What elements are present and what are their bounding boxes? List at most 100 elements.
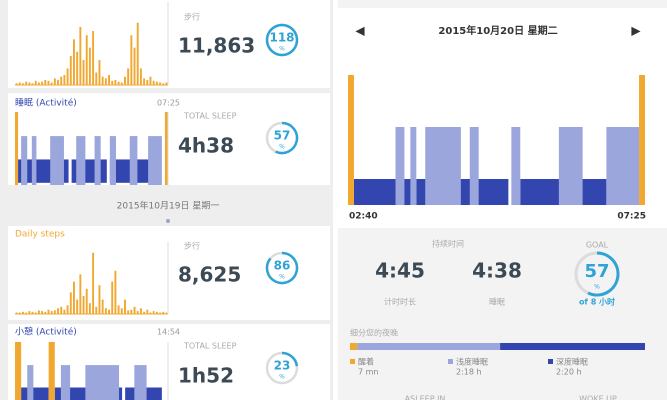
- step-bar: [155, 311, 158, 314]
- step-bar: [133, 306, 136, 314]
- step-bar: [127, 310, 130, 314]
- light-segment: [134, 365, 147, 400]
- stat-value: 4:38: [472, 259, 522, 283]
- light-segment: [27, 365, 34, 400]
- step-bar: [88, 303, 91, 314]
- step-bar: [76, 299, 79, 314]
- step-bar: [25, 312, 28, 314]
- duration-title: 持续时间: [432, 239, 464, 249]
- step-bar: [124, 76, 126, 85]
- card-title: 小憩 (Activité): [15, 326, 77, 338]
- step-bar: [34, 312, 37, 314]
- step-bar: [76, 51, 79, 85]
- step-bar: [149, 312, 152, 314]
- step-bar: [159, 312, 161, 314]
- step-bar: [31, 83, 34, 85]
- deep-segment: [21, 387, 49, 400]
- step-bar: [85, 35, 88, 85]
- step-bar: [85, 288, 88, 314]
- card-value: 1h52: [178, 364, 234, 388]
- light-segment: [511, 127, 521, 205]
- light-segment: [558, 127, 583, 205]
- ring-value: 57: [584, 261, 609, 282]
- breakdown-segment: [357, 343, 501, 350]
- detail-date: 2015年10月20日 星期二: [438, 24, 557, 37]
- step-bar: [117, 305, 120, 314]
- step-bar: [79, 274, 82, 314]
- step-bar: [82, 60, 85, 85]
- step-bar: [18, 82, 21, 85]
- ring-value: 23: [274, 359, 291, 373]
- step-bar: [22, 83, 24, 85]
- step-bar: [41, 311, 44, 314]
- step-bar: [162, 311, 165, 314]
- step-bar: [114, 80, 117, 85]
- legend-swatch: [350, 359, 355, 364]
- step-bar: [146, 80, 149, 85]
- step-bar: [104, 308, 107, 314]
- step-bar: [28, 82, 31, 85]
- awake-segment: [48, 342, 55, 400]
- step-bar: [37, 82, 40, 85]
- step-bar: [130, 309, 133, 314]
- prev-button[interactable]: ◀: [355, 24, 365, 38]
- step-bar: [25, 81, 28, 85]
- step-bar: [18, 312, 21, 314]
- stat-label: 睡眠: [489, 298, 505, 307]
- step-bar: [120, 308, 123, 314]
- step-bar: [95, 72, 98, 85]
- card-label: TOTAL SLEEP: [183, 112, 237, 121]
- bottom-label: WOKE UP: [579, 395, 617, 400]
- start-time: 02:40: [349, 212, 378, 222]
- card-title: 睡眠 (Activité): [15, 97, 77, 109]
- card: [8, 0, 330, 88]
- step-bar: [111, 80, 114, 85]
- step-bar: [50, 82, 53, 85]
- step-bar: [165, 82, 168, 85]
- ring-arc: [275, 121, 299, 155]
- light-segment: [31, 136, 37, 185]
- step-bar: [127, 68, 130, 85]
- ring-value: 57: [274, 129, 291, 143]
- step-bar: [149, 76, 152, 85]
- step-bar: [50, 311, 53, 314]
- step-bar: [22, 311, 24, 314]
- card-time: 07:25: [157, 99, 180, 108]
- step-bar: [111, 281, 114, 314]
- legend-value: 7 mn: [358, 368, 379, 377]
- step-bar: [53, 310, 56, 314]
- bottom-label: ASLEEP IN: [405, 395, 446, 400]
- breakdown-segment: [350, 343, 358, 350]
- next-button[interactable]: ▶: [631, 24, 641, 38]
- light-segment: [85, 365, 120, 400]
- step-bar: [15, 83, 18, 85]
- step-bar: [165, 312, 168, 314]
- step-bar: [44, 311, 47, 314]
- light-segment: [94, 136, 101, 185]
- step-bar: [143, 311, 146, 314]
- step-bar: [124, 299, 126, 314]
- ring-unit: %: [594, 284, 600, 291]
- light-segment: [148, 136, 162, 185]
- step-bar: [28, 311, 31, 314]
- step-bar: [47, 80, 50, 85]
- light-segment: [606, 127, 640, 205]
- step-bar: [44, 80, 47, 85]
- step-bar: [15, 312, 18, 314]
- card-time: 14:54: [157, 328, 180, 337]
- card-value: 8,625: [178, 263, 241, 287]
- step-bar: [95, 306, 98, 314]
- step-bar: [47, 309, 50, 314]
- awake-segment: [348, 75, 354, 205]
- step-bar: [60, 76, 63, 85]
- light-segment: [425, 127, 461, 205]
- light-segment: [76, 136, 86, 185]
- step-bar: [130, 35, 133, 85]
- goal-title: GOAL: [586, 241, 609, 250]
- step-bar: [133, 47, 136, 85]
- card-label: 步行: [184, 241, 200, 251]
- step-bar: [136, 22, 139, 85]
- step-bar: [159, 82, 161, 85]
